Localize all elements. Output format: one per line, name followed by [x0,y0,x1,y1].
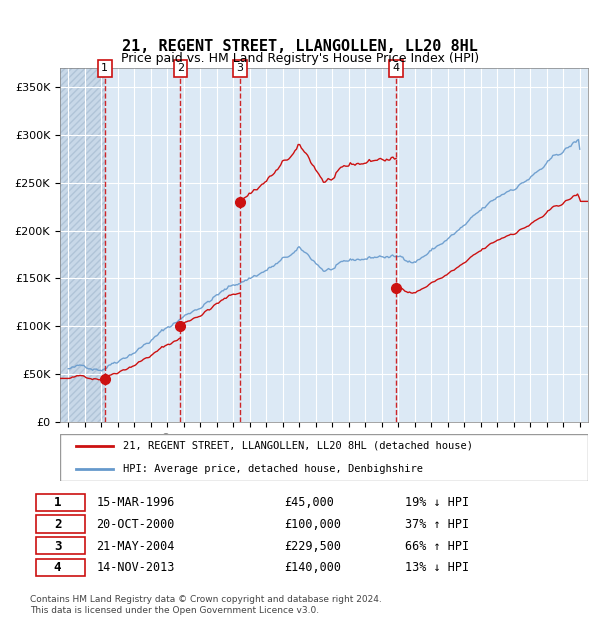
Text: £100,000: £100,000 [284,518,341,531]
Text: 13% ↓ HPI: 13% ↓ HPI [406,561,469,574]
Text: 21, REGENT STREET, LLANGOLLEN, LL20 8HL (detached house): 21, REGENT STREET, LLANGOLLEN, LL20 8HL … [124,441,473,451]
Text: 15-MAR-1996: 15-MAR-1996 [96,497,175,510]
Text: Price paid vs. HM Land Registry's House Price Index (HPI): Price paid vs. HM Land Registry's House … [121,53,479,65]
FancyBboxPatch shape [35,515,85,533]
Text: 4: 4 [392,63,400,73]
FancyBboxPatch shape [35,537,85,554]
FancyBboxPatch shape [35,559,85,576]
Text: £229,500: £229,500 [284,539,341,552]
Bar [60,68,105,422]
Text: 20-OCT-2000: 20-OCT-2000 [96,518,175,531]
Text: 3: 3 [236,63,243,73]
Text: 2: 2 [54,518,61,531]
Text: 1: 1 [101,63,108,73]
Text: 3: 3 [54,539,61,552]
FancyBboxPatch shape [60,434,588,481]
Text: £45,000: £45,000 [284,497,334,510]
Text: 2: 2 [177,63,184,73]
Text: 4: 4 [54,561,61,574]
Text: HPI: Average price, detached house, Denbighshire: HPI: Average price, detached house, Denb… [124,464,424,474]
Text: 1: 1 [54,497,61,510]
Text: £140,000: £140,000 [284,561,341,574]
Text: 19% ↓ HPI: 19% ↓ HPI [406,497,469,510]
Text: 21, REGENT STREET, LLANGOLLEN, LL20 8HL: 21, REGENT STREET, LLANGOLLEN, LL20 8HL [122,39,478,54]
Text: Contains HM Land Registry data © Crown copyright and database right 2024.
This d: Contains HM Land Registry data © Crown c… [30,595,382,614]
FancyBboxPatch shape [35,494,85,511]
Text: 37% ↑ HPI: 37% ↑ HPI [406,518,469,531]
Bar [105,68,588,422]
Text: 14-NOV-2013: 14-NOV-2013 [96,561,175,574]
Text: 66% ↑ HPI: 66% ↑ HPI [406,539,469,552]
Text: 21-MAY-2004: 21-MAY-2004 [96,539,175,552]
